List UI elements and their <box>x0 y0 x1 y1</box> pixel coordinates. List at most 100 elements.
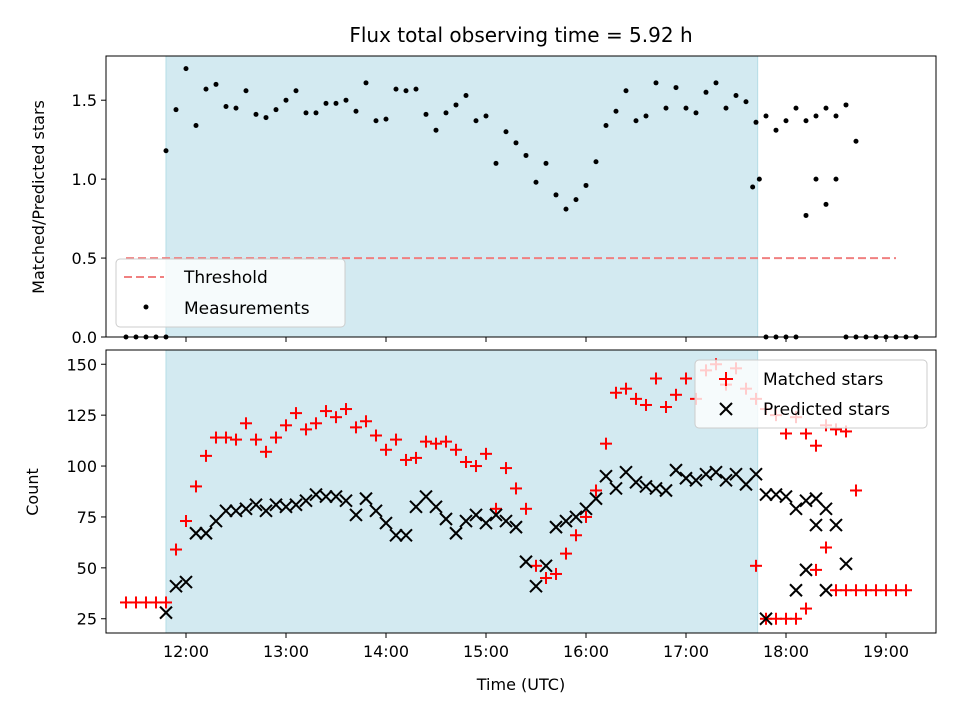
matched-star-point <box>190 480 202 493</box>
chart-title: Flux total observing time = 5.92 h <box>349 23 692 47</box>
matched-star-point <box>530 559 542 572</box>
predicted-star-point <box>649 481 663 496</box>
bottom-axes: 25 50 75 100 125 150 12:00 13:00 14:00 15:00 16:0… <box>23 349 937 694</box>
measurements-legend-label: Measurements <box>184 299 310 319</box>
predicted-star-point <box>219 504 233 518</box>
predicted-star-point <box>549 520 563 534</box>
predicted-star-point <box>259 504 273 518</box>
predicted-star-point <box>309 487 323 502</box>
predicted-star-point <box>409 500 423 514</box>
predicted-star-point <box>499 514 513 528</box>
measurement-point <box>703 89 709 95</box>
matched-star-point <box>460 455 472 468</box>
measurement-point <box>253 111 259 117</box>
matched-star-point <box>250 433 262 446</box>
measurement-point <box>563 206 569 212</box>
matched-star-point <box>510 482 522 495</box>
predicted-star-point <box>389 528 403 542</box>
predicted-star-point <box>579 502 593 516</box>
matched-star-point <box>310 417 322 430</box>
y-tick-label: 100 <box>66 457 97 476</box>
predicted-star-point <box>229 504 243 518</box>
matched-star-point <box>480 447 492 460</box>
matched-star-point <box>240 417 252 430</box>
measurement-point <box>483 113 489 119</box>
measurement-point <box>403 88 409 94</box>
predicted-star-point <box>599 469 613 483</box>
predicted-star-point <box>509 520 523 534</box>
predicted-star-point <box>319 489 333 504</box>
matched-star-point <box>390 433 402 446</box>
matched-star-point <box>800 602 812 615</box>
matched-star-point <box>340 403 352 416</box>
predicted-star-point <box>759 612 773 626</box>
matched-star-point <box>300 423 312 436</box>
predicted-star-point <box>339 493 353 508</box>
measurement-point <box>583 182 589 188</box>
y-tick-label: 75 <box>77 508 97 527</box>
predicted-star-point <box>559 514 573 528</box>
measurement-point <box>453 102 459 108</box>
x-axis-label: Time (UTC) <box>476 675 565 694</box>
measurement-point <box>613 108 619 114</box>
predicted-star-point <box>439 512 453 526</box>
matched-star-point <box>230 433 242 446</box>
measurement-point <box>383 116 389 122</box>
bottom-y-ticks: 25 50 75 100 125 150 <box>66 355 106 629</box>
measurement-point <box>853 138 859 144</box>
measurement-point <box>513 140 519 146</box>
matched-star-point <box>220 431 232 444</box>
matched-star-point <box>420 435 432 448</box>
x-tick-label: 18:00 <box>763 642 809 661</box>
measurement-point <box>263 115 269 121</box>
measurement-point <box>813 176 819 182</box>
measurement-point <box>543 160 549 166</box>
measurement-point <box>653 80 659 86</box>
y-tick-label: 150 <box>66 355 97 374</box>
predicted-star-point <box>179 575 193 589</box>
predicted-star-point <box>159 605 173 620</box>
predicted-star-point <box>269 498 283 512</box>
matched-star-point <box>600 437 612 450</box>
matched-star-point <box>550 567 562 580</box>
predicted-star-point <box>189 526 203 540</box>
matched-star-point <box>260 445 272 458</box>
measurement-point <box>413 86 419 92</box>
matched-star-point <box>810 439 822 452</box>
predicted-star-point <box>329 489 343 504</box>
predicted-star-point <box>399 528 413 542</box>
measurement-point <box>753 119 759 125</box>
measurement-point <box>833 176 839 182</box>
predicted-star-point <box>289 498 303 512</box>
predicted-star-point <box>479 516 493 530</box>
measurement-point <box>803 118 809 124</box>
measurement-point <box>173 107 179 113</box>
top-legend: Threshold Measurements <box>115 258 346 328</box>
matched-star-point <box>360 415 372 428</box>
matched-star-point <box>800 427 812 440</box>
matched-star-point <box>620 382 632 395</box>
predicted-legend-label: Predicted stars <box>763 400 890 420</box>
measurement-point <box>693 110 699 116</box>
predicted-star-point <box>369 504 383 518</box>
measurement-point <box>783 118 789 124</box>
y-tick-label: 125 <box>66 406 97 425</box>
measurement-point <box>503 129 509 135</box>
matched-star-point <box>440 435 452 448</box>
measurement-point <box>313 110 319 116</box>
measurement-point <box>633 118 639 124</box>
predicted-star-point <box>279 500 293 514</box>
x-tick-label: 13:00 <box>263 642 309 661</box>
measurement-point <box>823 105 829 111</box>
predicted-star-point <box>699 467 713 481</box>
matched-star-point <box>790 612 802 625</box>
x-tick-label: 16:00 <box>563 642 609 661</box>
y-tick-label: 50 <box>77 559 97 578</box>
matched-star-point <box>470 460 482 473</box>
bottom-observing-window <box>165 349 759 634</box>
measurement-point <box>273 107 279 113</box>
predicted-star-point <box>449 526 463 540</box>
measurement-point <box>750 184 756 190</box>
measurement-point <box>303 110 309 116</box>
